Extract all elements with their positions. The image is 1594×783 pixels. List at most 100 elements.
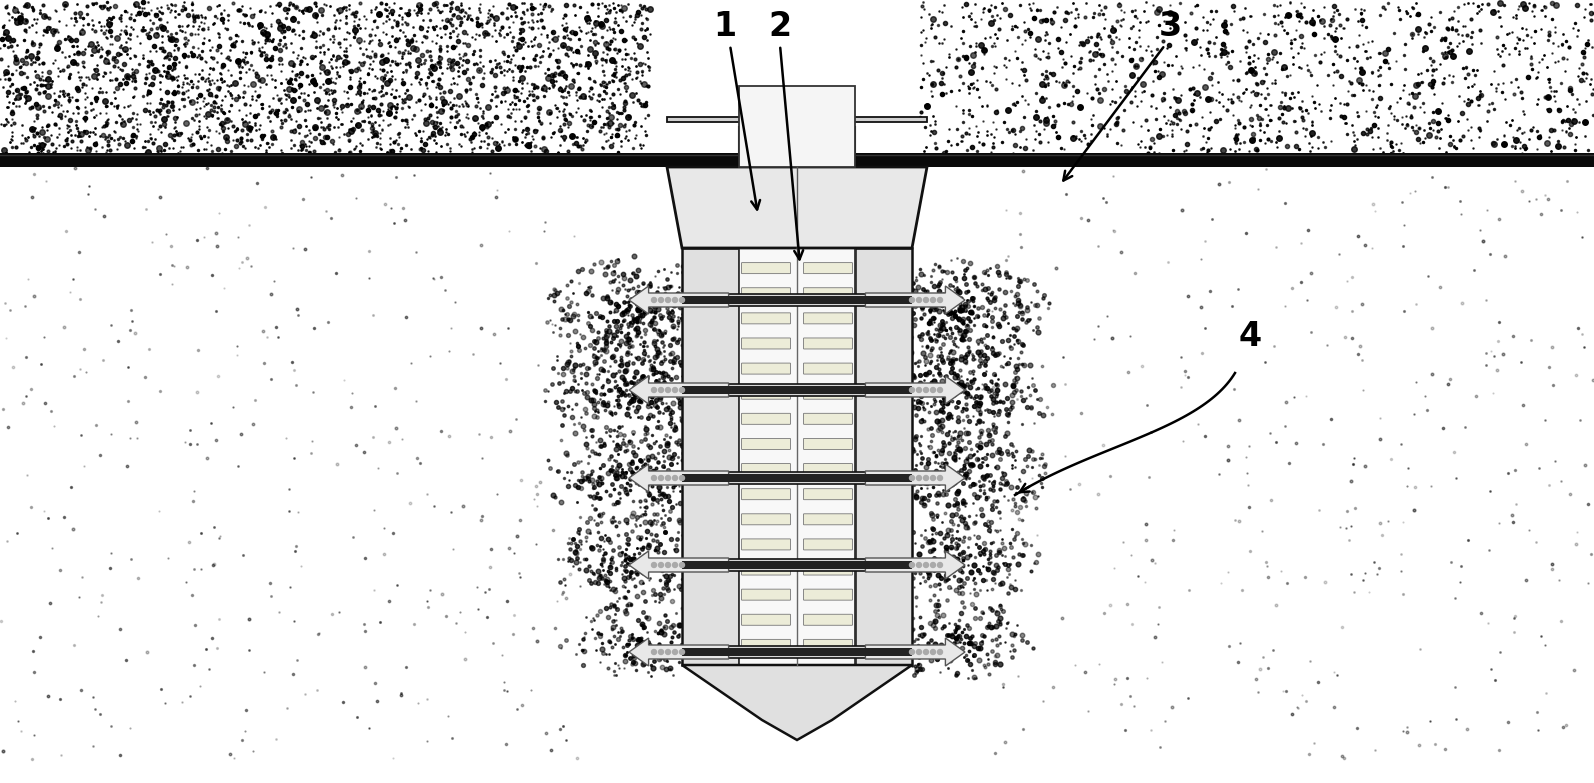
FancyBboxPatch shape (741, 589, 791, 600)
Polygon shape (666, 167, 928, 248)
Circle shape (673, 298, 677, 302)
FancyBboxPatch shape (741, 363, 791, 374)
Circle shape (666, 388, 671, 392)
FancyBboxPatch shape (741, 514, 791, 525)
Polygon shape (682, 665, 912, 740)
Circle shape (937, 475, 942, 481)
Circle shape (923, 388, 928, 392)
Circle shape (931, 650, 936, 655)
FancyBboxPatch shape (803, 640, 853, 651)
Circle shape (931, 388, 936, 392)
FancyBboxPatch shape (741, 564, 791, 575)
Polygon shape (866, 551, 964, 579)
Circle shape (673, 475, 677, 481)
Circle shape (679, 475, 684, 481)
FancyBboxPatch shape (803, 287, 853, 299)
Circle shape (673, 562, 677, 568)
Circle shape (673, 388, 677, 392)
FancyBboxPatch shape (741, 464, 791, 474)
Polygon shape (630, 464, 728, 492)
Circle shape (931, 475, 936, 481)
FancyBboxPatch shape (741, 489, 791, 500)
Bar (666, 117, 928, 122)
Circle shape (910, 650, 915, 655)
Polygon shape (630, 551, 728, 579)
Circle shape (652, 475, 657, 481)
Polygon shape (866, 464, 964, 492)
FancyBboxPatch shape (741, 539, 791, 550)
Text: 4: 4 (1239, 320, 1261, 353)
Bar (682, 561, 912, 569)
Circle shape (652, 562, 657, 568)
Circle shape (679, 562, 684, 568)
Bar (649, 384, 945, 396)
Bar (740, 86, 854, 167)
Polygon shape (630, 638, 728, 666)
Circle shape (910, 562, 915, 568)
Bar (649, 294, 945, 306)
FancyBboxPatch shape (741, 287, 791, 299)
Circle shape (666, 475, 671, 481)
Circle shape (923, 562, 928, 568)
Circle shape (658, 562, 663, 568)
FancyBboxPatch shape (803, 413, 853, 424)
Circle shape (658, 475, 663, 481)
Circle shape (658, 298, 663, 302)
Circle shape (917, 650, 921, 655)
Circle shape (666, 562, 671, 568)
Text: 1: 1 (714, 10, 736, 44)
Circle shape (666, 298, 671, 302)
Circle shape (652, 650, 657, 655)
FancyBboxPatch shape (803, 514, 853, 525)
Circle shape (910, 298, 915, 302)
FancyBboxPatch shape (741, 640, 791, 651)
Polygon shape (866, 638, 964, 666)
Bar (682, 296, 912, 304)
Circle shape (937, 388, 942, 392)
Bar (682, 386, 912, 394)
Polygon shape (630, 286, 728, 314)
FancyBboxPatch shape (803, 464, 853, 474)
FancyBboxPatch shape (741, 615, 791, 626)
Circle shape (679, 650, 684, 655)
Circle shape (652, 388, 657, 392)
FancyBboxPatch shape (803, 388, 853, 399)
Circle shape (658, 388, 663, 392)
Bar (682, 648, 912, 656)
Polygon shape (866, 376, 964, 404)
Circle shape (923, 298, 928, 302)
Circle shape (931, 562, 936, 568)
FancyBboxPatch shape (803, 438, 853, 449)
Polygon shape (866, 286, 964, 314)
FancyBboxPatch shape (741, 313, 791, 324)
Circle shape (937, 650, 942, 655)
Circle shape (910, 475, 915, 481)
Circle shape (917, 298, 921, 302)
FancyBboxPatch shape (803, 363, 853, 374)
FancyBboxPatch shape (741, 262, 791, 273)
FancyBboxPatch shape (803, 615, 853, 626)
Text: 3: 3 (1159, 10, 1181, 44)
Bar (0, 153, 1594, 167)
Circle shape (923, 650, 928, 655)
Polygon shape (630, 376, 728, 404)
FancyBboxPatch shape (803, 262, 853, 273)
Circle shape (658, 650, 663, 655)
Bar (682, 474, 912, 482)
FancyBboxPatch shape (741, 413, 791, 424)
Circle shape (673, 650, 677, 655)
FancyBboxPatch shape (741, 388, 791, 399)
FancyBboxPatch shape (741, 338, 791, 349)
Circle shape (923, 475, 928, 481)
FancyBboxPatch shape (803, 313, 853, 324)
Circle shape (937, 562, 942, 568)
Bar (740, 248, 854, 665)
Circle shape (679, 298, 684, 302)
Circle shape (937, 298, 942, 302)
Circle shape (917, 562, 921, 568)
Bar (649, 559, 945, 571)
FancyBboxPatch shape (803, 338, 853, 349)
Circle shape (679, 388, 684, 392)
Circle shape (666, 650, 671, 655)
Bar (649, 646, 945, 658)
